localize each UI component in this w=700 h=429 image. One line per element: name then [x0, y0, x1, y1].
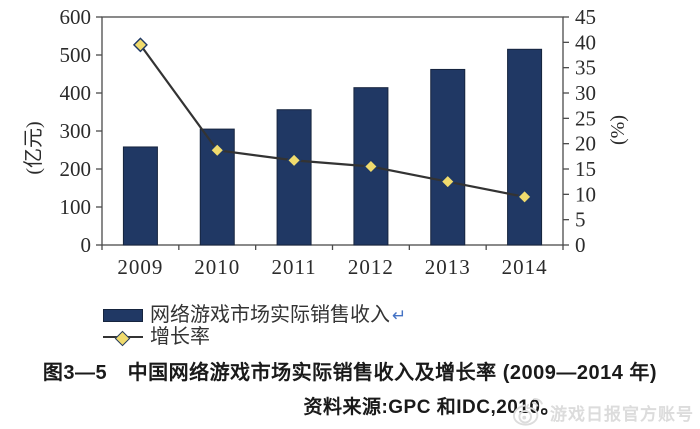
right-axis-tick-label: 30 — [575, 81, 596, 105]
left-axis-tick-label: 600 — [60, 5, 92, 29]
right-axis-tick-label: 40 — [575, 30, 596, 54]
right-axis-tick-label: 0 — [575, 233, 586, 257]
figure-caption: 图3—5 中国网络游戏市场实际销售收入及增长率 (2009—2014 年) — [42, 362, 658, 384]
x-axis-label: 2010 — [194, 255, 240, 279]
legend-item-growth: 增长率 — [103, 327, 406, 348]
plot-border — [101, 16, 564, 246]
right-axis-tick-label: 45 — [575, 5, 596, 29]
weibo-icon — [512, 397, 543, 426]
right-axis-tick-label: 20 — [575, 132, 596, 156]
watermark-text: 游戏日报官方账号 — [550, 404, 694, 424]
left-axis-title: (亿元) — [22, 121, 45, 174]
left-axis-tick-label: 0 — [81, 233, 92, 257]
line-series-swatch — [103, 330, 143, 346]
left-axis-tick-label: 400 — [60, 81, 92, 105]
left-axis-tick-label: 300 — [60, 119, 92, 143]
line-point-2013 — [440, 174, 456, 190]
x-axis-label: 2014 — [502, 255, 548, 279]
paragraph-return-icon: ↵ — [392, 306, 407, 325]
watermark: 游戏日报官方账号 — [511, 397, 694, 427]
legend-label-growth: 增长率 — [150, 326, 210, 348]
right-axis-tick-label: 5 — [575, 208, 586, 232]
bar-2014 — [507, 48, 543, 246]
right-axis-tick-label: 15 — [575, 157, 596, 181]
right-axis-tick-label: 25 — [575, 106, 596, 130]
x-axis-label: 2013 — [425, 255, 471, 279]
legend-item-revenue: 网络游戏市场实际销售收入 ↵ — [103, 305, 406, 326]
right-axis-tick-label: 10 — [575, 182, 596, 206]
right-axis-tick-label: 35 — [575, 56, 596, 80]
x-axis-label: 2012 — [348, 255, 394, 279]
diamond-marker-icon — [114, 330, 131, 346]
growth-line — [139, 44, 525, 198]
bar-2013 — [430, 68, 466, 246]
line-point-2010 — [209, 142, 225, 158]
x-axis-label: 2011 — [271, 255, 316, 279]
line-point-2012 — [363, 158, 379, 174]
left-axis-tick-label: 500 — [60, 43, 92, 67]
combo-chart-canvas: 0100200300400500600051015202530354045200… — [22, 5, 629, 279]
left-axis-tick-label: 100 — [60, 195, 92, 219]
line-point-2014 — [517, 189, 533, 205]
bar-series-swatch — [103, 309, 143, 322]
bar-2009 — [122, 146, 158, 246]
bar-2011 — [276, 109, 312, 246]
line-point-2009 — [132, 37, 148, 53]
figure-source: 资料来源:GPC 和IDC,2010。 — [303, 397, 560, 418]
left-axis-tick-label: 200 — [60, 157, 92, 181]
right-axis-title: (%) — [607, 115, 629, 145]
x-axis-label: 2009 — [117, 255, 163, 279]
line-point-2011 — [286, 152, 302, 168]
legend-label-revenue: 网络游戏市场实际销售收入 — [150, 304, 390, 326]
chart-legend: 网络游戏市场实际销售收入 ↵ 增长率 — [103, 305, 406, 349]
